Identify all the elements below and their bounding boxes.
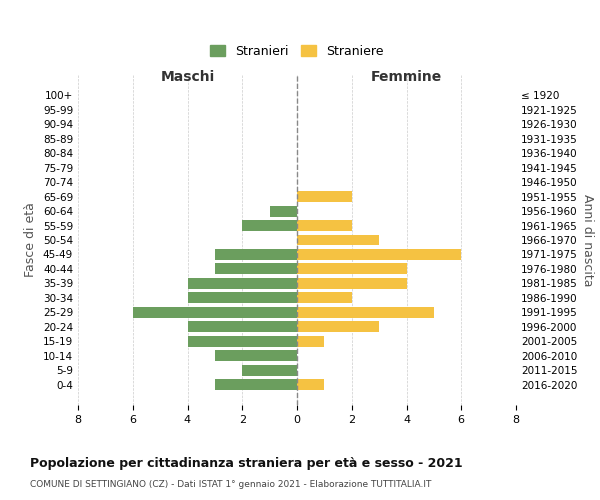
Bar xyxy=(297,307,434,318)
Bar xyxy=(297,336,325,346)
Bar xyxy=(215,249,297,260)
Text: Femmine: Femmine xyxy=(371,70,442,84)
Bar xyxy=(297,292,352,304)
Bar xyxy=(187,336,297,346)
Bar xyxy=(297,191,352,202)
Bar xyxy=(242,220,297,231)
Bar xyxy=(297,264,407,274)
Bar xyxy=(297,234,379,246)
Bar xyxy=(242,364,297,376)
Bar xyxy=(215,350,297,361)
Bar xyxy=(297,249,461,260)
Text: Maschi: Maschi xyxy=(160,70,215,84)
Bar xyxy=(215,264,297,274)
Bar xyxy=(187,322,297,332)
Bar xyxy=(297,379,325,390)
Bar xyxy=(187,278,297,289)
Y-axis label: Fasce di età: Fasce di età xyxy=(25,202,37,278)
Bar xyxy=(133,307,297,318)
Bar xyxy=(297,278,407,289)
Bar xyxy=(187,292,297,304)
Bar xyxy=(297,322,379,332)
Y-axis label: Anni di nascita: Anni di nascita xyxy=(581,194,594,286)
Legend: Stranieri, Straniere: Stranieri, Straniere xyxy=(204,38,390,64)
Text: COMUNE DI SETTINGIANO (CZ) - Dati ISTAT 1° gennaio 2021 - Elaborazione TUTTITALI: COMUNE DI SETTINGIANO (CZ) - Dati ISTAT … xyxy=(30,480,431,489)
Bar xyxy=(269,206,297,216)
Bar xyxy=(215,379,297,390)
Text: Popolazione per cittadinanza straniera per età e sesso - 2021: Popolazione per cittadinanza straniera p… xyxy=(30,458,463,470)
Bar xyxy=(297,220,352,231)
